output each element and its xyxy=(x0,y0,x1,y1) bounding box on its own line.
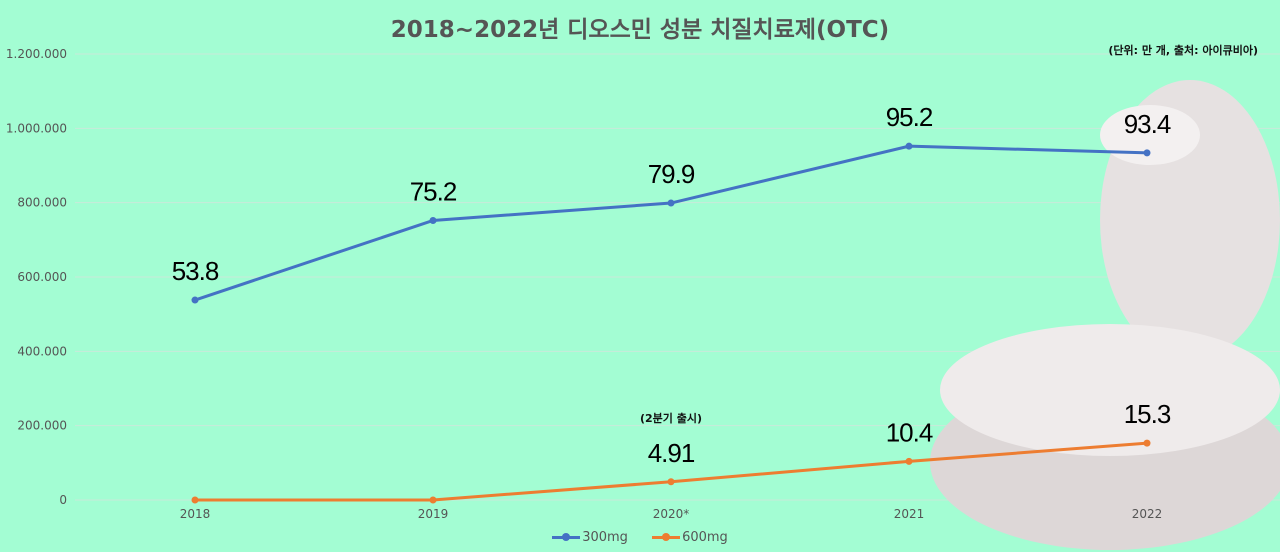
data-label: 15.3 xyxy=(1124,399,1171,429)
x-tick-label: 2021 xyxy=(894,507,925,521)
data-point xyxy=(905,142,913,150)
annotation-2020: (2분기 출시) xyxy=(640,411,702,425)
data-point xyxy=(1143,149,1151,157)
data-point xyxy=(667,199,675,207)
data-point xyxy=(429,496,437,504)
y-tick-label: 400.000 xyxy=(17,344,67,358)
data-point xyxy=(191,296,199,304)
data-point xyxy=(429,217,437,225)
data-point xyxy=(1143,439,1151,447)
y-tick-label: 800.000 xyxy=(17,196,67,210)
data-point xyxy=(667,478,675,486)
legend-600mg: 600mg xyxy=(652,530,728,546)
data-label: 95.2 xyxy=(886,102,933,132)
data-label: 79.9 xyxy=(648,159,695,189)
x-tick-label: 2019 xyxy=(418,507,449,521)
y-tick-label: 600.000 xyxy=(17,270,67,284)
unit-note: (단위: 만 개, 출처: 아이큐비아) xyxy=(1108,44,1258,57)
x-tick-label: 2018 xyxy=(180,507,211,521)
data-label: 10.4 xyxy=(886,417,933,447)
legend-300mg: 300mg xyxy=(552,530,628,546)
y-tick-label: 200.000 xyxy=(17,419,67,433)
x-tick-label: 2020* xyxy=(653,507,690,521)
y-tick-label: 1.200.000 xyxy=(6,47,67,61)
x-tick-label: 2022 xyxy=(1132,507,1163,521)
y-tick-label: 1.000.000 xyxy=(6,121,67,135)
y-tick-label: 0 xyxy=(59,493,67,507)
data-label: 4.91 xyxy=(648,438,695,468)
data-label: 93.4 xyxy=(1124,109,1171,139)
legend: 300mg 600mg xyxy=(0,528,1280,546)
data-point xyxy=(191,496,199,504)
data-point xyxy=(905,457,913,465)
toilet-image xyxy=(930,80,1280,550)
chart-title: 2018~2022년 디오스민 성분 치질치료제(OTC) xyxy=(390,17,890,43)
data-label: 75.2 xyxy=(410,177,457,207)
data-label: 53.8 xyxy=(172,256,219,286)
